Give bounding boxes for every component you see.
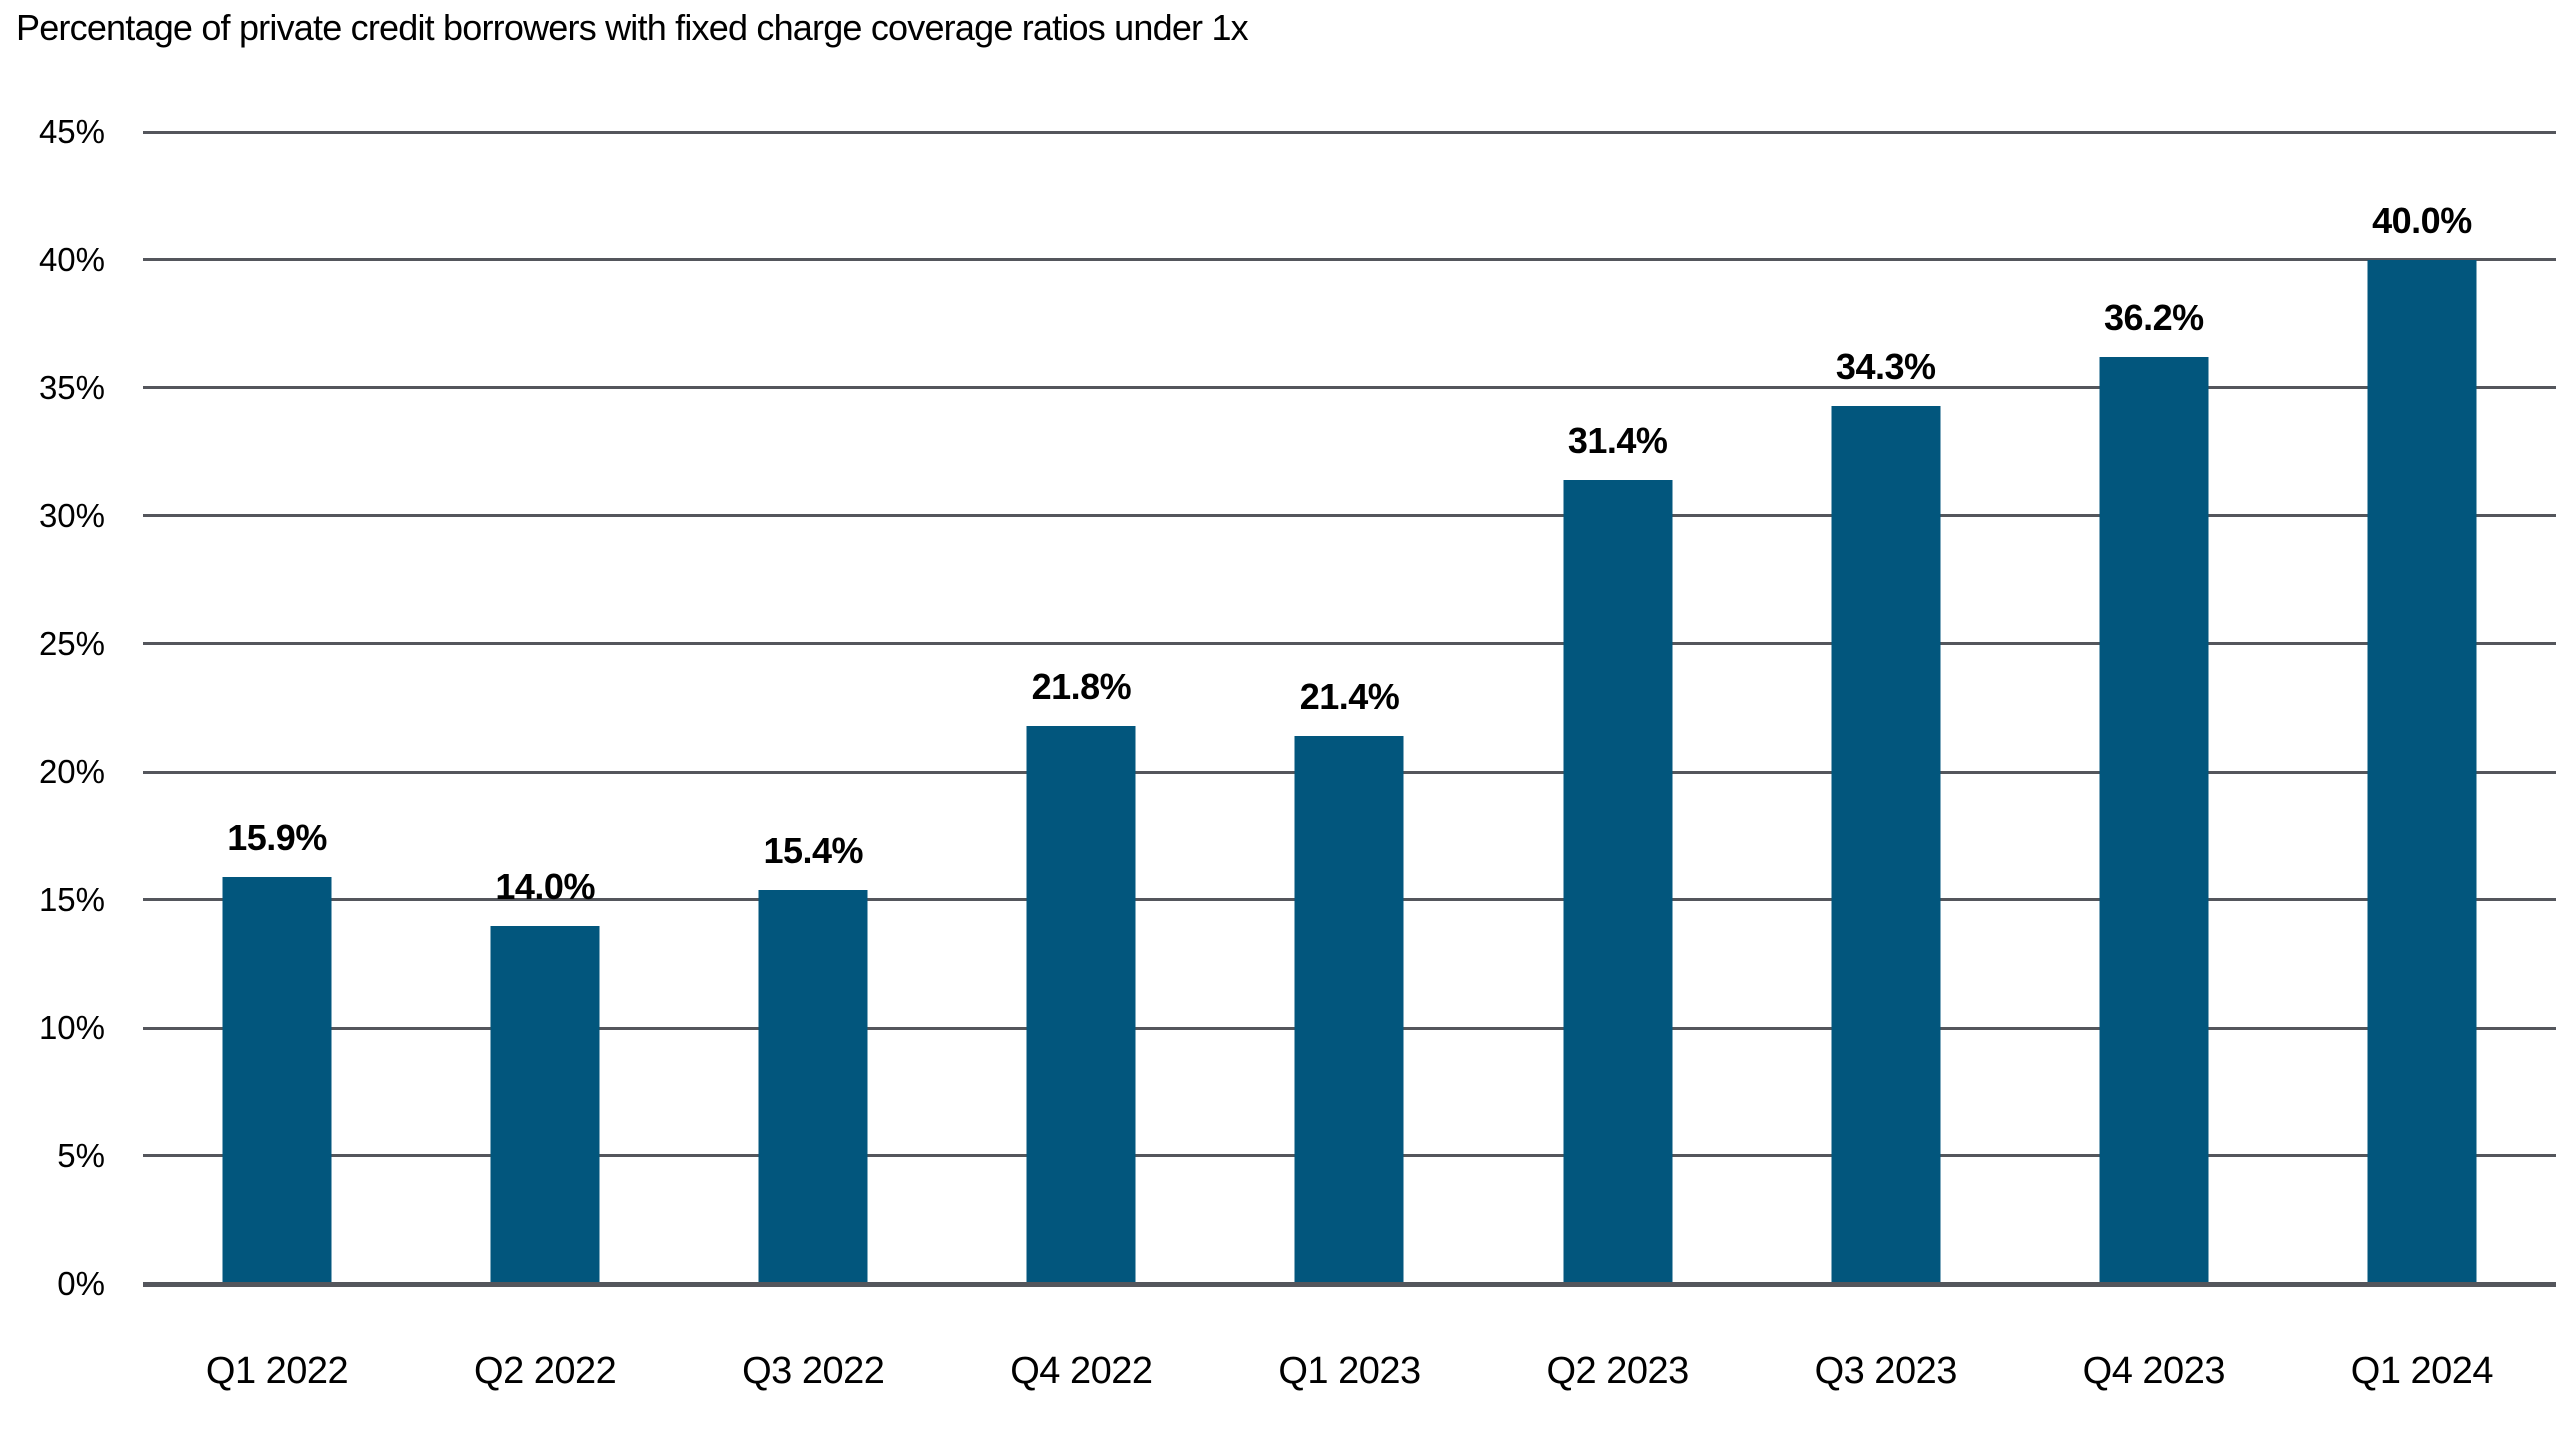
bar-q2-2023	[1563, 480, 1673, 1284]
y-axis-tick-label: 35%	[38, 369, 105, 406]
bar-value-label: 31.4%	[1567, 420, 1668, 462]
x-axis-tick-label: Q3 2023	[1814, 1350, 1958, 1392]
bar-slot: 31.4% Q2 2023	[1484, 132, 1752, 1392]
gridline-45	[143, 130, 2556, 134]
bar-value-label: 36.2%	[2104, 297, 2204, 339]
bar-q4-2023	[2099, 357, 2209, 1284]
bar-q1-2022	[222, 876, 332, 1284]
y-axis-tick-label: 10%	[38, 1009, 105, 1046]
x-axis-baseline	[143, 1281, 2556, 1287]
y-axis-tick-label: 25%	[38, 625, 105, 662]
bar-slot: 40.0% Q1 2024	[2288, 132, 2556, 1392]
x-axis-tick-label: Q1 2024	[2350, 1350, 2494, 1392]
y-axis-tick-label: 20%	[38, 753, 105, 790]
bar-value-label: 15.9%	[227, 816, 327, 858]
bar-q3-2022	[758, 889, 868, 1284]
x-axis-tick-label: Q2 2022	[474, 1350, 617, 1392]
gridline-40	[143, 258, 2556, 262]
bar-value-label: 21.8%	[1031, 665, 1132, 707]
bar-value-label: 14.0%	[495, 865, 595, 907]
bar-slot: 21.4% Q1 2023	[1215, 132, 1483, 1392]
bar-slot: 15.9% Q1 2022	[143, 132, 411, 1392]
x-axis-tick-label: Q2 2023	[1546, 1350, 1689, 1392]
y-axis-tick-label: 5%	[57, 1137, 105, 1174]
bar-slot: 14.0% Q2 2022	[411, 132, 679, 1392]
bar-slot: 34.3% Q3 2023	[1752, 132, 2020, 1392]
bar-value-label: 40.0%	[2372, 200, 2472, 241]
y-axis-tick-label: 40%	[38, 241, 105, 278]
x-axis-tick-label: Q1 2022	[205, 1350, 349, 1392]
chart-title: Percentage of private credit borrowers w…	[16, 7, 1249, 48]
bar-slot: 21.8% Q4 2022	[947, 132, 1215, 1392]
bar-value-label: 34.3%	[1835, 345, 1936, 387]
bar-slot: 36.2% Q4 2023	[2020, 132, 2288, 1392]
x-axis-tick-label: Q3 2022	[742, 1350, 885, 1392]
bar-value-label: 21.4%	[1299, 676, 1400, 718]
y-axis-tick-label: 45%	[38, 113, 105, 150]
plot-area: 45% 40% 35% 30% 25% 20% 15% 10% 5% 0% 15.9% Q1 2022…	[39, 113, 2556, 1392]
bar-q1-2023	[1294, 736, 1404, 1284]
x-axis-tick-label: Q4 2023	[2082, 1350, 2226, 1392]
bar-q4-2022	[1026, 725, 1136, 1284]
x-axis-tick-label: Q1 2023	[1278, 1350, 1421, 1392]
bar-value-label: 15.4%	[763, 829, 864, 871]
y-axis-tick-label: 30%	[38, 497, 105, 534]
bar-q3-2023	[1831, 405, 1941, 1284]
bar-q2-2022	[490, 925, 600, 1284]
gridline-25	[143, 642, 2556, 646]
bar-q1-2024	[2367, 260, 2477, 1284]
gridline-35	[143, 386, 2556, 390]
y-axis-tick-label: 0%	[57, 1265, 105, 1302]
y-axis-tick-label: 15%	[38, 881, 105, 918]
bar-slot: 15.4% Q3 2022	[679, 132, 947, 1392]
x-axis-tick-label: Q4 2022	[1010, 1350, 1153, 1392]
gridline-30	[143, 514, 2556, 518]
